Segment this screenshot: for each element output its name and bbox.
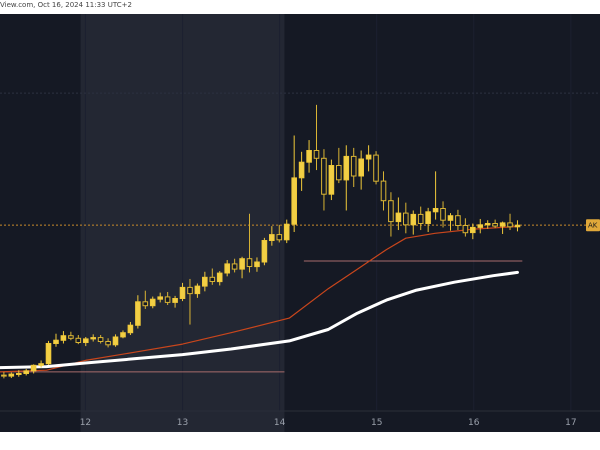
candle-body (403, 212, 409, 226)
candle-body (358, 158, 364, 177)
candle-body (209, 276, 216, 282)
x-axis-ticks: 12 13 14 15 16 17 (80, 418, 577, 428)
x-tick-label: 17 (565, 418, 576, 428)
candle-body (16, 373, 22, 375)
candle-body (45, 343, 52, 365)
candle-body (313, 150, 320, 159)
candle-body (507, 222, 513, 228)
x-tick-label: 16 (468, 418, 480, 428)
grid-lines (84, 14, 572, 411)
candle-body (90, 337, 97, 340)
candle-body (373, 154, 379, 182)
candle-body (105, 341, 111, 346)
candle-body (239, 258, 245, 270)
candle-body (157, 296, 163, 300)
x-tick-label: 15 (371, 418, 382, 428)
candle-body (216, 272, 223, 283)
candle-body (8, 373, 15, 377)
candle-body (38, 363, 44, 366)
candle-body (328, 165, 335, 195)
chart-frame: 12 13 14 15 16 17 AK (0, 14, 600, 432)
candle-body (179, 286, 186, 299)
candle-body (142, 301, 149, 307)
candle-body (135, 301, 141, 326)
candle-body (306, 150, 312, 163)
candle-body (440, 208, 446, 221)
candle-body (1, 374, 7, 377)
candle-body (97, 337, 104, 343)
candle-body (514, 224, 521, 228)
candle-body (164, 296, 171, 303)
candle-body (68, 335, 74, 339)
ma-fast-line (0, 225, 519, 373)
candle-body (60, 335, 67, 341)
candle-body (202, 276, 208, 287)
x-tick-label: 13 (177, 418, 188, 428)
candle-body (432, 208, 439, 213)
candle-body (75, 337, 82, 343)
candle-body (470, 226, 476, 234)
candle-body (462, 225, 469, 234)
candle-body (53, 339, 59, 345)
candle-body (127, 324, 134, 334)
candle-body (350, 155, 357, 177)
candle-body (336, 165, 342, 181)
candle-body (298, 161, 305, 179)
candle-body (447, 215, 454, 221)
price-tag-box (586, 219, 600, 232)
candle-body (149, 298, 156, 307)
price-chart[interactable]: 12 13 14 15 16 17 AK (0, 14, 600, 432)
candle-body (276, 234, 283, 241)
candle-body (417, 213, 424, 224)
candle-body (254, 261, 260, 268)
candle-body (283, 223, 290, 241)
candle-body (187, 286, 193, 295)
candle-body (30, 364, 37, 372)
bottom-bar (0, 432, 600, 450)
candle-body (246, 258, 253, 267)
candle-body (321, 157, 327, 195)
candle-body (269, 234, 275, 242)
candle-body (23, 370, 29, 374)
candle-body (380, 180, 387, 202)
x-tick-label: 12 (80, 418, 91, 428)
price-tag-label: AK (588, 222, 598, 230)
candle-body (343, 155, 350, 181)
candlesticks (1, 104, 521, 379)
watermark-text: View.com, Oct 16, 2024 11:33 UTC+2 (0, 1, 132, 9)
price-tag: AK (586, 219, 600, 232)
candle-body (83, 338, 89, 343)
candle-body (388, 200, 394, 223)
candle-body (172, 298, 178, 303)
candle-body (395, 212, 402, 223)
moving-averages (0, 225, 519, 373)
candle-body (455, 215, 461, 226)
candle-body (120, 332, 126, 338)
candle-body (224, 263, 230, 274)
candle-body (194, 285, 201, 295)
candle-body (425, 211, 431, 225)
candle-body (231, 263, 238, 270)
candle-body (499, 222, 506, 227)
candle-body (291, 177, 297, 225)
candle-body (492, 223, 498, 227)
candle-body (484, 223, 491, 226)
candle-body (112, 336, 119, 346)
top-bar: View.com, Oct 16, 2024 11:33 UTC+2 (0, 0, 600, 14)
candle-body (261, 240, 268, 263)
candle-body (477, 224, 484, 228)
x-tick-label: 14 (274, 418, 286, 428)
candle-body (365, 154, 372, 160)
candle-body (410, 213, 417, 226)
ma-slow-line (0, 270, 519, 370)
